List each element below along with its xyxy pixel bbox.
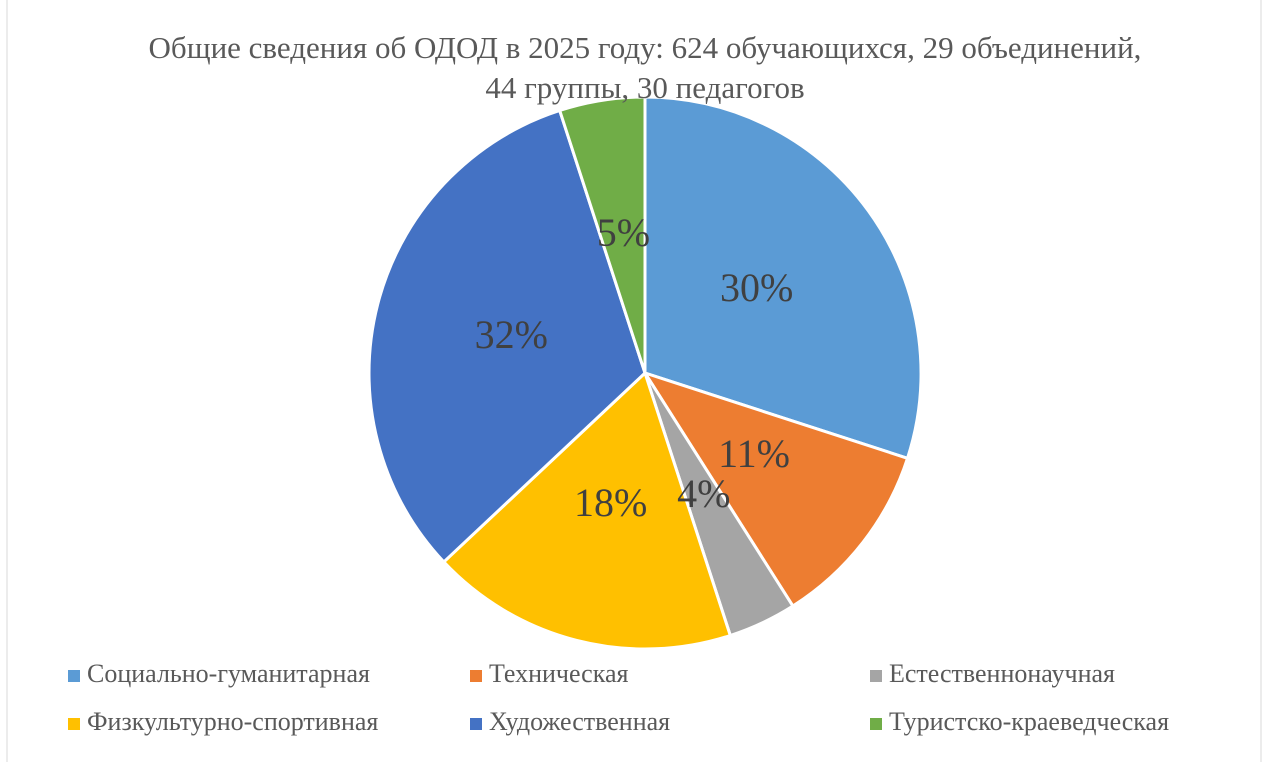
legend-label: Туристско-краеведческая <box>889 707 1169 736</box>
data-label: 30% <box>720 265 793 310</box>
data-label: 32% <box>475 312 548 357</box>
data-label: 18% <box>574 480 647 525</box>
legend-swatch <box>470 670 482 682</box>
data-label: 11% <box>718 431 790 476</box>
pie-slice <box>367 108 647 565</box>
chart-title: Общие сведения об ОДОД в 2025 году: 624 … <box>148 30 1142 105</box>
legend-swatch <box>870 718 882 730</box>
data-label: 5% <box>597 210 650 255</box>
legend-label: Естественнонаучная <box>889 659 1115 688</box>
legend-label: Социально-гуманитарная <box>87 659 370 688</box>
legend-label: Техническая <box>489 659 628 688</box>
legend-swatch <box>870 670 882 682</box>
legend-label: Физкультурно-спортивная <box>87 707 378 736</box>
pie-slice <box>641 370 910 609</box>
data-label: 4% <box>677 471 730 516</box>
legend-swatch <box>470 718 482 730</box>
legend-swatch <box>68 670 80 682</box>
legend-swatch <box>68 718 80 730</box>
legend-label: Художественная <box>489 707 670 736</box>
pie-slice <box>643 95 923 461</box>
pie-slice <box>557 95 647 374</box>
pie-slice <box>441 370 733 651</box>
